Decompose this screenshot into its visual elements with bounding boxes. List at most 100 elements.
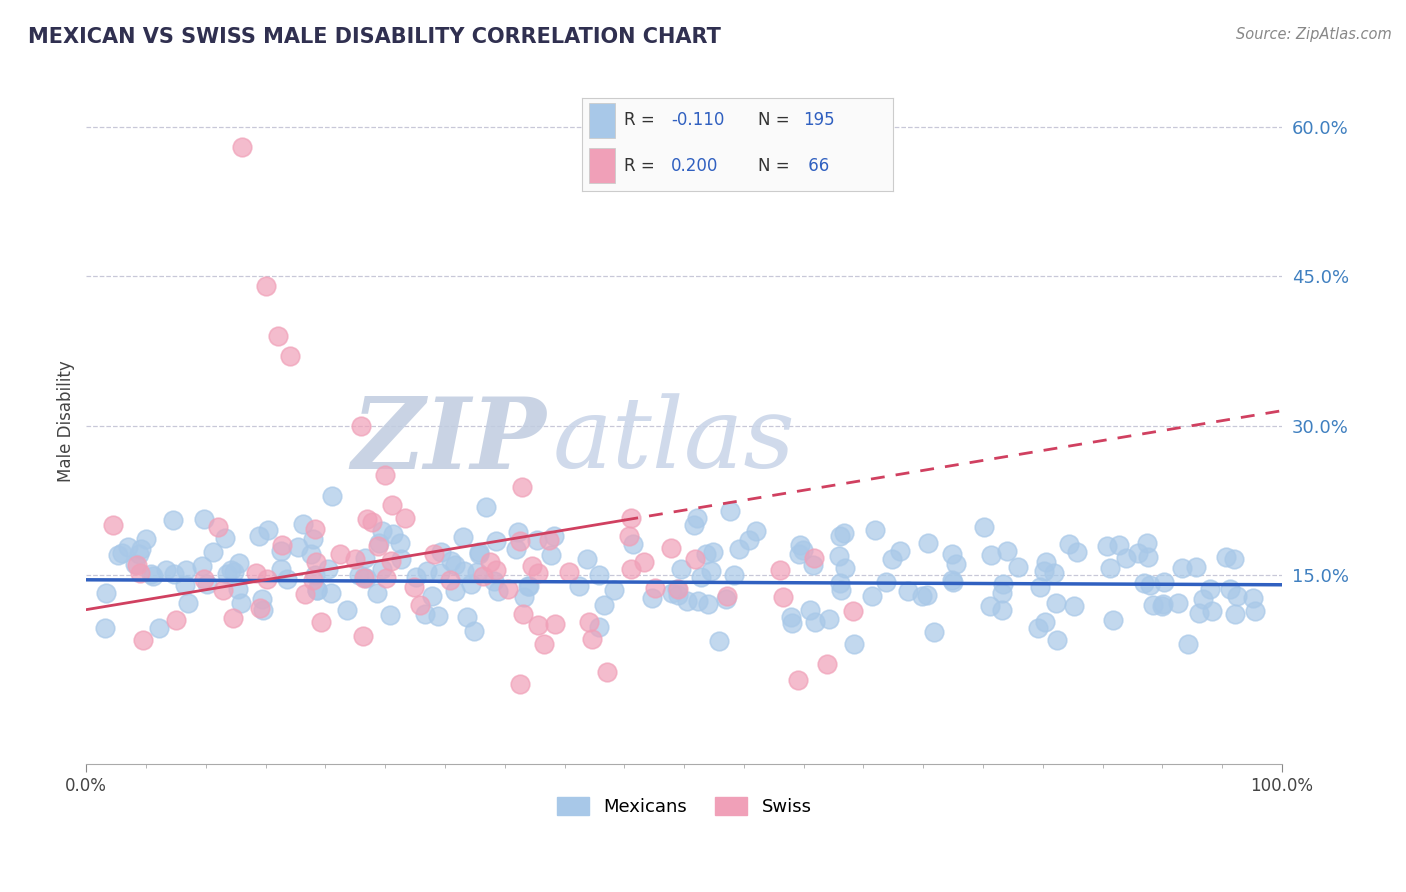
Point (371, 562, 394, 576)
Point (420, 590, 443, 604)
Point (543, 529, 565, 543)
Point (222, 565, 245, 579)
Point (728, 542, 751, 557)
Point (374, 468, 396, 483)
Point (311, 615, 333, 630)
Point (426, 609, 449, 624)
Point (1136, 536, 1159, 550)
Point (1188, 607, 1211, 621)
Point (1199, 582, 1222, 596)
Point (941, 573, 963, 587)
Point (666, 582, 689, 596)
Point (254, 279, 277, 293)
Point (533, 636, 555, 650)
Point (787, 547, 810, 561)
Point (830, 529, 852, 543)
Point (291, 516, 314, 531)
Point (367, 539, 389, 553)
Point (270, 544, 292, 558)
Point (463, 624, 485, 639)
Point (347, 567, 370, 582)
Point (707, 633, 730, 648)
Point (278, 349, 301, 363)
Point (361, 515, 384, 529)
Point (304, 522, 326, 536)
Point (1142, 598, 1164, 612)
Point (1137, 550, 1160, 565)
Point (276, 573, 298, 587)
Point (1223, 607, 1246, 621)
Point (305, 583, 328, 598)
Point (439, 574, 461, 588)
Point (815, 657, 838, 671)
Point (287, 541, 309, 555)
Point (792, 543, 814, 558)
Point (231, 140, 253, 154)
Point (702, 545, 724, 559)
Point (517, 579, 540, 593)
Point (468, 545, 491, 559)
Point (1126, 546, 1149, 560)
Point (844, 637, 866, 651)
Point (633, 555, 655, 569)
Point (544, 617, 567, 632)
Point (668, 588, 690, 602)
Point (723, 568, 745, 582)
Point (443, 558, 465, 573)
Point (789, 538, 811, 552)
Point (142, 569, 165, 583)
Point (299, 547, 322, 561)
Point (769, 563, 792, 577)
Point (368, 535, 391, 549)
Point (842, 604, 865, 618)
Point (270, 562, 292, 576)
Point (588, 568, 610, 582)
Point (1201, 604, 1223, 618)
Point (911, 589, 934, 603)
Point (163, 566, 186, 581)
Point (1102, 613, 1125, 627)
Point (356, 512, 378, 526)
Point (1133, 575, 1156, 590)
Point (247, 529, 270, 543)
Point (685, 551, 707, 566)
Point (509, 534, 531, 549)
Point (1192, 592, 1215, 607)
Point (212, 583, 235, 598)
Point (799, 603, 821, 617)
Point (165, 613, 187, 627)
Point (217, 566, 239, 581)
Point (107, 548, 129, 562)
Y-axis label: Male Disability: Male Disability (58, 359, 75, 482)
Point (453, 564, 475, 578)
Point (319, 585, 342, 599)
Point (640, 591, 662, 606)
Point (665, 582, 688, 597)
Point (619, 529, 641, 543)
Point (688, 594, 710, 608)
Point (456, 610, 478, 624)
Point (125, 558, 148, 572)
Point (129, 566, 152, 581)
Point (1139, 577, 1161, 591)
Point (915, 588, 938, 602)
Point (513, 590, 536, 604)
Point (177, 596, 200, 610)
Point (222, 611, 245, 625)
Point (830, 582, 852, 597)
Point (316, 562, 339, 576)
Point (803, 551, 825, 566)
Point (128, 547, 150, 561)
Point (219, 563, 242, 577)
Point (245, 566, 267, 580)
Point (408, 598, 430, 612)
Point (482, 574, 505, 589)
Point (271, 537, 294, 551)
Point (1095, 539, 1118, 553)
Point (354, 550, 377, 565)
Point (1063, 599, 1085, 613)
Point (659, 541, 682, 555)
Point (174, 563, 197, 577)
Point (942, 575, 965, 590)
Point (214, 531, 236, 545)
